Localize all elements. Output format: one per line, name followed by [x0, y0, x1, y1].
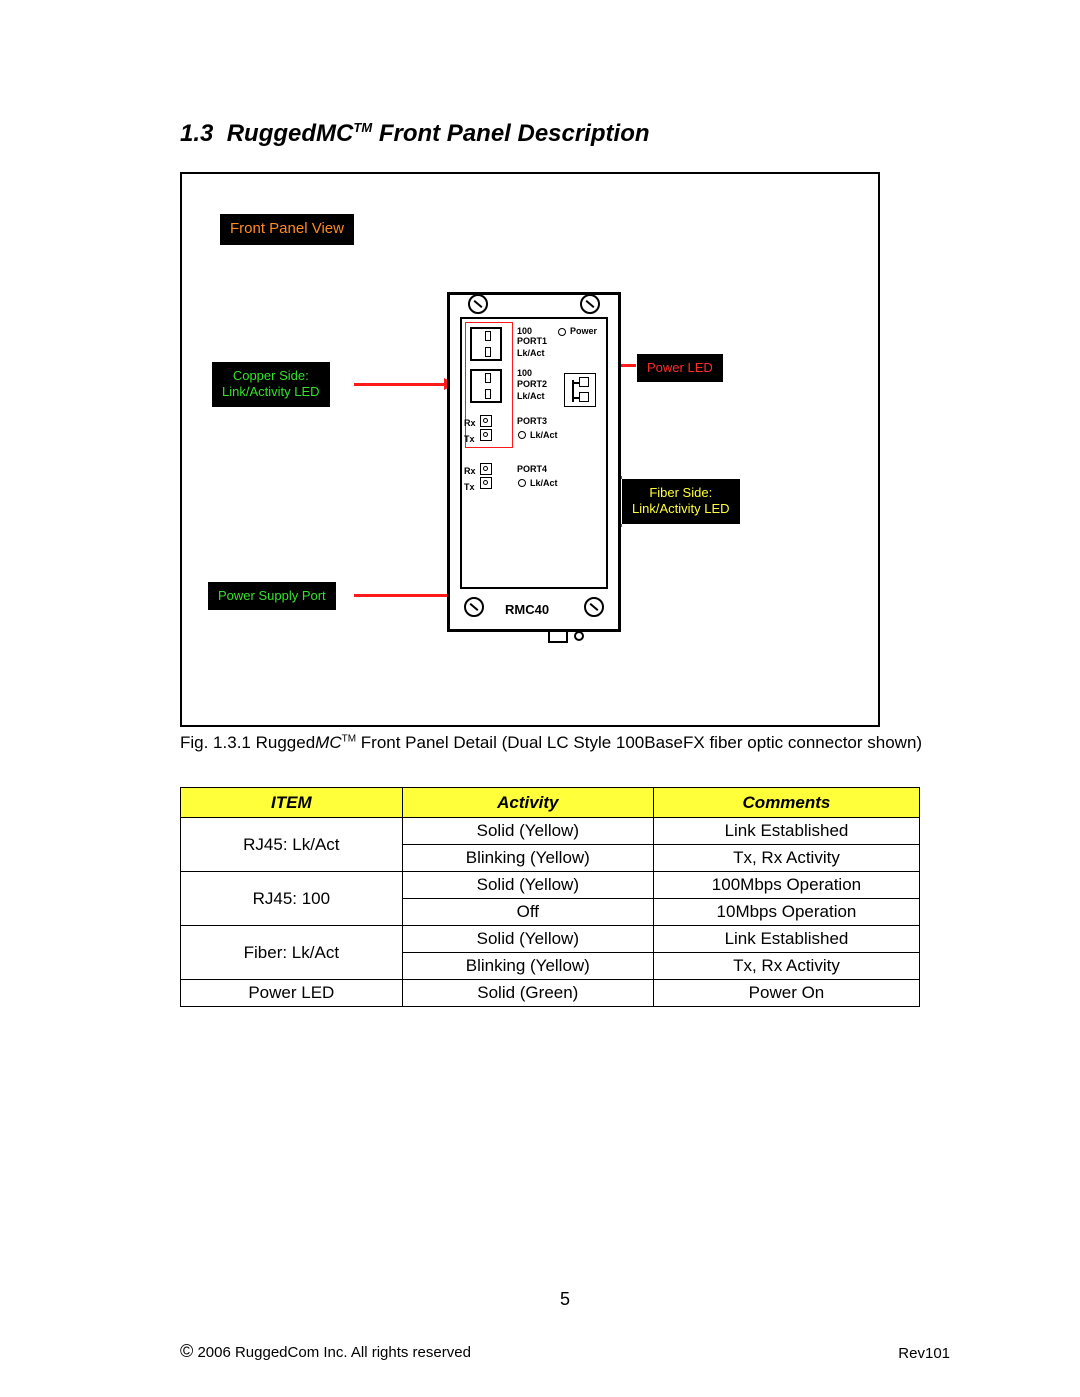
port2-lkact: Lk/Act [517, 392, 545, 401]
table-row: RJ45: 100Solid (Yellow)100Mbps Operation [181, 872, 920, 899]
callout-title: Front Panel View [220, 214, 354, 245]
port3-label: PORT3 [517, 417, 547, 426]
cell-comments: 100Mbps Operation [653, 872, 919, 899]
rx-label: Rx [464, 467, 476, 476]
callout-copper: Copper Side: Link/Activity LED [212, 362, 330, 407]
table-row: RJ45: Lk/ActSolid (Yellow)Link Establish… [181, 818, 920, 845]
cell-activity: Off [402, 899, 653, 926]
cell-comments: Tx, Rx Activity [653, 845, 919, 872]
table-row: Power LEDSolid (Green)Power On [181, 980, 920, 1007]
cell-comments: Link Established [653, 818, 919, 845]
cell-activity: Solid (Yellow) [402, 872, 653, 899]
rx-label: Rx [464, 419, 476, 428]
callout-power-led: Power LED [637, 354, 723, 382]
fiber-port4 [480, 463, 512, 491]
cell-item: RJ45: 100 [181, 872, 403, 926]
table-row: Fiber: Lk/ActSolid (Yellow)Link Establis… [181, 926, 920, 953]
cell-comments: 10Mbps Operation [653, 899, 919, 926]
screw-icon [584, 597, 604, 617]
port4-lkact: Lk/Act [530, 479, 558, 488]
arrow-copper [354, 383, 454, 386]
led-table: ITEM Activity Comments RJ45: Lk/ActSolid… [180, 787, 920, 1007]
power-led-dot [558, 328, 566, 336]
th-comments: Comments [653, 788, 919, 818]
figure-caption: Fig. 1.3.1 RuggedMCTM Front Panel Detail… [180, 733, 960, 753]
screw-icon [468, 294, 488, 314]
revision: Rev101 [898, 1345, 950, 1362]
cell-comments: Power On [653, 980, 919, 1007]
port2-100: 100 [517, 369, 532, 378]
tx-label: Tx [464, 483, 475, 492]
port1-lkact: Lk/Act [517, 349, 545, 358]
rj45-port2 [470, 369, 502, 403]
heading-rest: Front Panel Description [372, 120, 649, 147]
psu-connector [548, 627, 584, 647]
fiber-port3 [480, 415, 512, 443]
cell-activity: Solid (Yellow) [402, 926, 653, 953]
th-activity: Activity [402, 788, 653, 818]
cell-activity: Solid (Green) [402, 980, 653, 1007]
cell-comments: Link Established [653, 926, 919, 953]
rj45-port1 [470, 327, 502, 361]
section-heading: 1.3 RuggedMCTM Front Panel Description [180, 120, 950, 148]
model-label: RMC40 [505, 602, 549, 617]
callout-psu: Power Supply Port [208, 582, 336, 610]
screw-icon [580, 294, 600, 314]
cell-comments: Tx, Rx Activity [653, 953, 919, 980]
cell-activity: Blinking (Yellow) [402, 845, 653, 872]
block-icon [564, 373, 596, 407]
port3-led [518, 431, 526, 439]
port2-label: PORT2 [517, 380, 547, 389]
brand-prefix: Rugged [227, 120, 316, 147]
port4-label: PORT4 [517, 465, 547, 474]
cell-item: RJ45: Lk/Act [181, 818, 403, 872]
screw-icon [464, 597, 484, 617]
cell-item: Power LED [181, 980, 403, 1007]
inner-frame: 100 PORT1 Lk/Act Power 100 PORT2 Lk/Act … [460, 317, 608, 589]
power-label: Power [570, 327, 597, 336]
table-header-row: ITEM Activity Comments [181, 788, 920, 818]
callout-fiber: Fiber Side: Link/Activity LED [622, 479, 740, 524]
copyright: © 2006 RuggedCom Inc. All rights reserve… [180, 1341, 471, 1362]
figure-frame: Front Panel View Copper Side: Link/Activ… [180, 172, 880, 727]
brand-mc: MC [316, 120, 353, 147]
th-item: ITEM [181, 788, 403, 818]
cell-activity: Blinking (Yellow) [402, 953, 653, 980]
port4-led [518, 479, 526, 487]
port3-lkact: Lk/Act [530, 431, 558, 440]
tx-label: Tx [464, 435, 475, 444]
tm-mark: TM [353, 120, 372, 135]
page-number: 5 [180, 1289, 950, 1310]
cell-item: Fiber: Lk/Act [181, 926, 403, 980]
port1-label: PORT1 [517, 337, 547, 346]
section-number: 1.3 [180, 120, 213, 147]
cell-activity: Solid (Yellow) [402, 818, 653, 845]
device-drawing: RMC40 100 PORT1 Lk/Act Power 100 PORT2 L… [447, 292, 621, 632]
